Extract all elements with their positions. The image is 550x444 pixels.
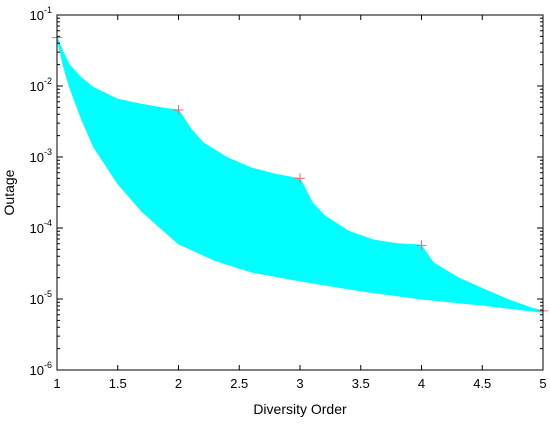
x-tick-label: 4 — [418, 376, 425, 391]
x-tick-label: 1 — [53, 376, 60, 391]
y-axis-ticks: 10-6 10-5 10-4 10-3 10-2 10-1 — [30, 5, 543, 378]
x-tick-label: 5 — [539, 376, 546, 391]
y-tick-label: 10-6 — [30, 360, 52, 378]
y-tick-label: 10-2 — [30, 76, 52, 94]
x-tick-label: 1.5 — [109, 376, 127, 391]
x-tick-label: 4.5 — [473, 376, 491, 391]
y-tick-label: 10-3 — [30, 147, 52, 165]
y-tick-label: 10-4 — [30, 218, 52, 236]
y-tick-label: 10-1 — [30, 5, 52, 23]
x-axis-title: Diversity Order — [253, 401, 347, 417]
y-tick-label: 10-5 — [30, 289, 52, 307]
x-tick-label: 2.5 — [230, 376, 248, 391]
x-tick-label: 3.5 — [352, 376, 370, 391]
data-marker — [295, 173, 305, 184]
x-tick-label: 3 — [296, 376, 303, 391]
x-tick-label: 2 — [175, 376, 182, 391]
x-axis-ticks: 1 1.5 2 2.5 3 3.5 4 4.5 5 — [53, 15, 547, 391]
data-marker — [173, 104, 184, 115]
data-marker — [416, 240, 427, 251]
y-axis-title: Outage — [1, 169, 17, 215]
